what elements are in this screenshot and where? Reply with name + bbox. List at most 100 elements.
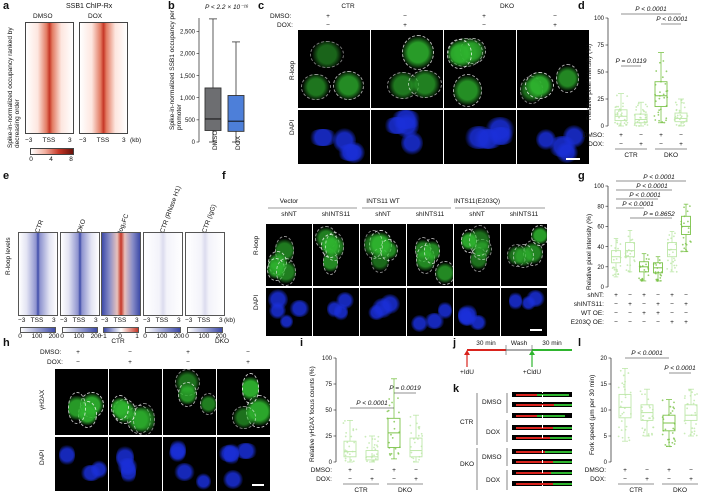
nucleus [276, 258, 297, 286]
data-point [352, 429, 355, 432]
panel-k-group-label: DKO [460, 461, 475, 468]
data-point [370, 456, 373, 459]
panel-label-d: d [578, 0, 585, 12]
r-loop-image [501, 224, 547, 286]
data-point [658, 61, 661, 64]
data-point [352, 460, 355, 463]
idu-track [516, 436, 552, 439]
data-point [616, 241, 619, 244]
sign: − [614, 310, 618, 317]
data-point [344, 449, 347, 452]
data-point [648, 417, 650, 420]
group-label: CTR [354, 487, 368, 493]
heatmap-colorbar [103, 327, 139, 333]
panel-h-condition-dko: DKO [214, 338, 230, 345]
data-point [398, 411, 400, 414]
data-point [409, 424, 412, 427]
p-value: P = 0.8652 [643, 211, 675, 218]
data-point [619, 405, 622, 408]
sign: − [619, 141, 623, 148]
nucleus [525, 71, 554, 99]
nucleus [289, 299, 311, 318]
data-point [691, 431, 693, 434]
sign: + [656, 301, 660, 308]
p-value: P < 0.0001 [656, 16, 688, 23]
data-point [622, 374, 625, 377]
gamma-h2ax-image [163, 369, 216, 435]
scale-tick: 100 [73, 333, 85, 340]
nucleus [232, 406, 256, 429]
panel-label-e: e [3, 170, 10, 182]
data-point [654, 119, 657, 121]
data-point [617, 247, 619, 250]
nucleus [195, 473, 212, 490]
panel-a-xtick: TSS [42, 137, 56, 144]
data-point [416, 422, 418, 425]
data-point [368, 442, 370, 444]
sign: − [670, 301, 674, 308]
scale-tick: 100 [31, 333, 43, 340]
data-point [678, 111, 681, 114]
panel-c-sign: − [403, 13, 407, 20]
xtick: 3 [177, 317, 181, 324]
r-loop-image [313, 224, 359, 286]
y-tick-label: 100 [322, 356, 333, 362]
data-point [696, 393, 698, 395]
gamma-h2ax-image [55, 369, 108, 435]
panel-k-treat-label: DOX [486, 429, 501, 436]
data-point [410, 432, 413, 434]
data-point [683, 206, 685, 209]
data-point [623, 122, 626, 125]
data-point [694, 393, 696, 396]
data-point [386, 410, 389, 413]
y-tick-label: 40 [597, 245, 604, 251]
construct-label: Vector [279, 198, 299, 205]
sign: − [370, 467, 374, 474]
data-point [373, 443, 376, 446]
idu-track [516, 414, 539, 417]
panel-label-c: c [258, 0, 265, 12]
panel-label-a: a [3, 0, 10, 12]
data-point [652, 426, 655, 429]
panel-c-sign: − [326, 22, 330, 29]
p-value: P < 0.0001 [635, 6, 667, 13]
dapi-image [313, 288, 359, 336]
panel-j-segment-label: 30 min [476, 340, 496, 347]
dapi-image [266, 288, 312, 336]
r-loop-image [298, 30, 370, 108]
data-point [418, 458, 420, 461]
data-point [626, 95, 629, 98]
data-point [657, 113, 660, 116]
data-point [655, 70, 658, 72]
data-point [629, 252, 632, 255]
panel-a-xtick: −3 [79, 137, 87, 144]
data-point [641, 406, 643, 408]
data-point [420, 432, 423, 435]
junction-line [542, 390, 543, 488]
y-tick-label: 5 [604, 434, 608, 440]
data-point [643, 123, 646, 126]
data-point [421, 435, 424, 437]
p-value: P = 0.0119 [616, 58, 647, 65]
panel-label-k: k [453, 383, 460, 395]
cldu-track [550, 436, 572, 439]
data-point [684, 422, 687, 425]
row-label: shINTS11: [574, 301, 604, 308]
data-point [620, 112, 623, 115]
panel-h-row-label: DMSO: [40, 349, 62, 356]
y-tick-label: 80 [597, 204, 604, 210]
data-point [618, 426, 620, 429]
r-loop-image [444, 30, 516, 108]
data-point [373, 446, 375, 449]
data-point [689, 240, 692, 243]
data-point [665, 70, 668, 73]
data-point [621, 382, 624, 385]
sign: + [670, 319, 674, 326]
data-point [665, 119, 667, 122]
nucleus [332, 128, 357, 154]
data-point [626, 121, 629, 124]
data-point [412, 457, 415, 460]
data-point [342, 422, 345, 424]
data-point [627, 254, 630, 257]
